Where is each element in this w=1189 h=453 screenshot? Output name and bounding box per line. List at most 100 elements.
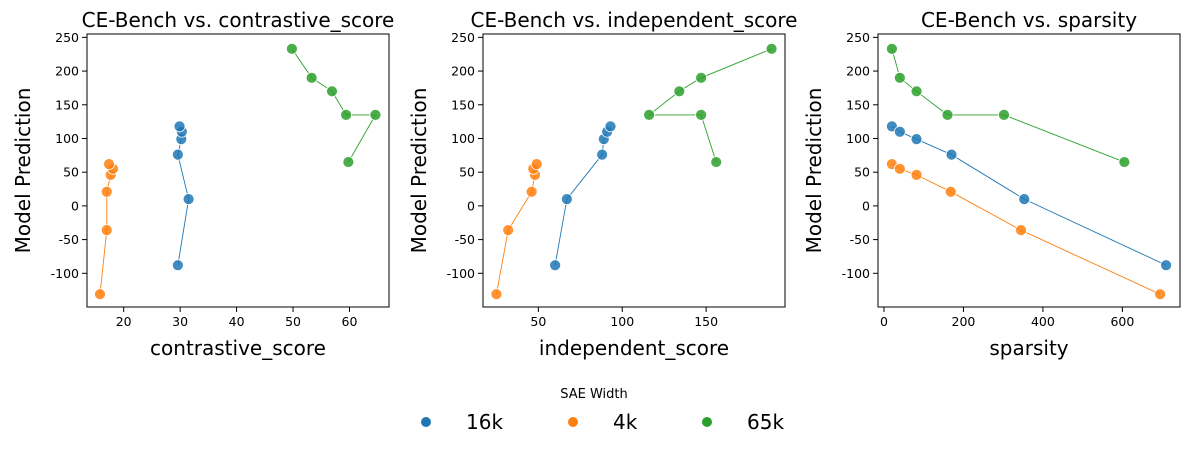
y-tick-label: 100 bbox=[55, 131, 79, 146]
plot-frame bbox=[877, 33, 1181, 308]
data-point bbox=[893, 162, 906, 175]
data-point bbox=[502, 224, 515, 237]
y-tick-label: -50 bbox=[59, 232, 79, 247]
data-point bbox=[1154, 288, 1167, 301]
data-point bbox=[695, 71, 708, 84]
y-tick-label: 0 bbox=[71, 198, 79, 213]
series-16k bbox=[886, 120, 1172, 272]
data-point bbox=[1118, 156, 1131, 168]
data-point bbox=[171, 259, 184, 272]
x-tick-label: 600 bbox=[1110, 314, 1134, 329]
series-16k bbox=[171, 120, 195, 272]
data-point bbox=[910, 133, 923, 146]
data-point bbox=[695, 108, 708, 121]
data-point bbox=[100, 185, 113, 198]
legend-entries: 16k 4k 65k bbox=[421, 410, 784, 434]
legend-entry-16k: 16k bbox=[421, 410, 503, 434]
data-point bbox=[910, 85, 923, 98]
y-tick-label: 100 bbox=[451, 131, 475, 146]
x-axis-label: contrastive_score bbox=[150, 336, 326, 360]
y-tick-label: 50 bbox=[63, 165, 79, 180]
series-4k bbox=[886, 158, 1167, 301]
chart-panel-1: 20 30 40 50 60 -100 -50 0 50 100 150 200 250CE-Bench… bbox=[11, 8, 394, 360]
x-tick-label: 30 bbox=[172, 314, 188, 329]
legend-entry-4k: 4k bbox=[568, 410, 638, 434]
y-tick-label: 50 bbox=[459, 165, 475, 180]
y-tick-label: -100 bbox=[447, 266, 475, 281]
data-point bbox=[525, 185, 538, 198]
y-tick-label: 250 bbox=[846, 30, 870, 45]
data-point bbox=[910, 168, 923, 181]
series-line bbox=[647, 48, 772, 163]
data-point bbox=[560, 193, 573, 206]
y-tick-label: 150 bbox=[55, 97, 79, 112]
legend-label: 4k bbox=[613, 410, 638, 434]
y-axis-label: Model Prediction bbox=[407, 88, 431, 254]
series-4k bbox=[94, 158, 119, 301]
data-point bbox=[530, 158, 543, 170]
data-point bbox=[604, 120, 617, 133]
data-point bbox=[171, 148, 184, 161]
data-point bbox=[100, 224, 113, 237]
legend-entry-65k: 65k bbox=[702, 410, 784, 434]
data-point bbox=[944, 185, 957, 198]
charts-container: 20 30 40 50 60-100-50050100150200250CE-Bench… bbox=[11, 8, 1181, 360]
y-tick-label: 200 bbox=[451, 64, 475, 79]
chart-title: CE-Bench vs. independent_score bbox=[471, 8, 798, 32]
series-65k bbox=[643, 42, 778, 168]
series-16k bbox=[549, 120, 617, 272]
chart-title: CE-Bench vs. contrastive_score bbox=[82, 8, 395, 32]
legend-marker bbox=[702, 417, 712, 427]
data-point bbox=[340, 108, 352, 121]
x-tick-label: 400 bbox=[1031, 314, 1055, 329]
series-65k bbox=[286, 42, 382, 168]
data-point bbox=[945, 148, 958, 161]
series-4k bbox=[490, 158, 543, 301]
data-point bbox=[342, 156, 355, 168]
data-point bbox=[941, 108, 954, 121]
plot-frame bbox=[86, 33, 390, 308]
y-tick-label: 200 bbox=[55, 64, 79, 79]
data-point bbox=[765, 42, 778, 55]
data-point bbox=[369, 108, 382, 121]
plot-frame bbox=[482, 33, 786, 308]
legend: SAE Width 16k 4k 65k bbox=[421, 387, 784, 434]
legend-title: SAE Width bbox=[560, 387, 628, 402]
x-tick-label: 20 bbox=[116, 314, 132, 329]
y-tick-label: 150 bbox=[451, 97, 475, 112]
y-axis-label: Model Prediction bbox=[802, 88, 826, 254]
legend-label: 65k bbox=[747, 410, 784, 434]
data-point bbox=[549, 259, 562, 272]
y-tick-label: -50 bbox=[455, 232, 475, 247]
data-point bbox=[886, 42, 898, 55]
data-point bbox=[326, 85, 338, 98]
legend-marker bbox=[421, 417, 431, 427]
data-point bbox=[893, 71, 906, 84]
x-tick-label: 100 bbox=[610, 314, 634, 329]
legend-label: 16k bbox=[466, 410, 503, 434]
data-point bbox=[893, 125, 906, 138]
data-point bbox=[998, 108, 1010, 121]
chart-panel-3: 0 200 400 600 -100 -50 0 50 100 150 200 250 CE-Bench… bbox=[802, 8, 1181, 360]
y-tick-label: 0 bbox=[467, 198, 475, 213]
y-axis-label: Model Prediction bbox=[11, 88, 35, 254]
data-point bbox=[1015, 224, 1027, 237]
data-point bbox=[643, 108, 655, 121]
chart-title: CE-Bench vs. sparsity bbox=[921, 8, 1137, 32]
data-point bbox=[173, 120, 186, 133]
x-tick-label: 150 bbox=[694, 314, 718, 329]
x-tick-label: 200 bbox=[952, 314, 976, 329]
data-point bbox=[182, 193, 195, 206]
y-tick-label: 150 bbox=[846, 97, 870, 112]
y-tick-label: 50 bbox=[854, 165, 870, 180]
y-tick-label: -100 bbox=[51, 266, 79, 281]
y-tick-label: 250 bbox=[451, 30, 475, 45]
data-point bbox=[596, 148, 609, 161]
series-line bbox=[291, 48, 377, 163]
series-line bbox=[891, 48, 1125, 163]
y-tick-label: 100 bbox=[846, 131, 870, 146]
y-tick-label: -100 bbox=[842, 266, 870, 281]
data-point bbox=[1018, 193, 1031, 206]
x-tick-label: 60 bbox=[342, 314, 358, 329]
